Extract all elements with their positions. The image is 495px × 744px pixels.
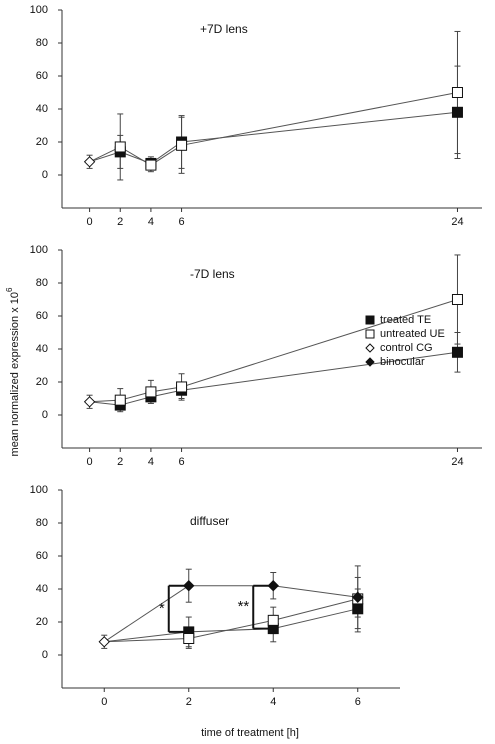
y-tick-label: 0 bbox=[42, 409, 48, 421]
x-tick-label: 4 bbox=[148, 456, 154, 468]
y-label-text: mean normalized expression x 10 bbox=[9, 292, 21, 456]
y-tick-label: 40 bbox=[36, 103, 48, 115]
y-tick-label: 20 bbox=[36, 376, 48, 388]
legend-marker bbox=[365, 357, 375, 367]
marker bbox=[176, 139, 188, 151]
significance-bracket bbox=[252, 584, 274, 630]
panel-title: diffuser bbox=[190, 514, 229, 528]
legend-label: treated TE bbox=[380, 314, 431, 326]
y-tick-label: 100 bbox=[30, 244, 48, 256]
x-tick-label: 24 bbox=[451, 456, 463, 468]
x-tick-label: 4 bbox=[148, 216, 154, 228]
y-tick-label: 20 bbox=[36, 136, 48, 148]
x-tick-label: 6 bbox=[178, 456, 184, 468]
x-tick-label: 4 bbox=[270, 696, 276, 708]
marker bbox=[83, 396, 96, 408]
marker bbox=[98, 636, 110, 648]
marker bbox=[267, 614, 279, 626]
y-tick-label: 60 bbox=[36, 550, 48, 562]
x-tick-label: 0 bbox=[87, 456, 93, 468]
marker bbox=[83, 156, 96, 168]
series-line bbox=[120, 351, 458, 406]
y-tick-label: 100 bbox=[30, 484, 48, 496]
legend-marker bbox=[365, 315, 375, 325]
marker bbox=[183, 633, 195, 644]
panel-title: +7D lens bbox=[200, 22, 248, 36]
series-line bbox=[120, 299, 458, 401]
x-tick-label: 0 bbox=[101, 696, 107, 708]
legend-label: control CG bbox=[380, 342, 433, 354]
y-tick-label: 40 bbox=[36, 583, 48, 595]
marker bbox=[352, 591, 364, 603]
marker bbox=[176, 381, 188, 393]
series-line bbox=[120, 111, 458, 165]
significance-label: * bbox=[159, 600, 165, 617]
x-axis-label: time of treatment [h] bbox=[201, 727, 299, 739]
x-tick-label: 2 bbox=[117, 456, 123, 468]
marker bbox=[114, 394, 126, 406]
y-tick-label: 20 bbox=[36, 616, 48, 628]
y-tick-label: 0 bbox=[42, 169, 48, 181]
panel-title: -7D lens bbox=[190, 267, 235, 281]
connector bbox=[104, 631, 189, 643]
marker bbox=[145, 159, 157, 171]
marker bbox=[352, 603, 364, 615]
marker bbox=[451, 87, 463, 98]
y-tick-label: 40 bbox=[36, 343, 48, 355]
y-tick-label: 80 bbox=[36, 517, 48, 529]
x-tick-label: 6 bbox=[178, 216, 184, 228]
y-tick-label: 60 bbox=[36, 70, 48, 82]
x-tick-label: 6 bbox=[355, 696, 361, 708]
y-tick-label: 100 bbox=[30, 4, 48, 16]
marker bbox=[451, 106, 463, 118]
marker bbox=[451, 294, 463, 305]
x-tick-label: 24 bbox=[451, 216, 463, 228]
marker bbox=[114, 141, 126, 153]
x-tick-label: 0 bbox=[87, 216, 93, 228]
legend-label: binocular bbox=[380, 356, 425, 368]
y-tick-label: 60 bbox=[36, 310, 48, 322]
y-tick-label: 80 bbox=[36, 277, 48, 289]
legend-label: untreated UE bbox=[380, 328, 445, 340]
series-line bbox=[119, 92, 458, 166]
significance-bracket bbox=[167, 584, 189, 633]
significance-label: ** bbox=[238, 598, 250, 615]
connector bbox=[104, 638, 189, 643]
x-tick-label: 2 bbox=[186, 696, 192, 708]
y-axis-label: mean normalized expression x 106 bbox=[5, 287, 21, 456]
y-label-superscript: 6 bbox=[5, 287, 14, 292]
y-tick-label: 80 bbox=[36, 37, 48, 49]
x-tick-label: 2 bbox=[117, 216, 123, 228]
connector bbox=[103, 585, 190, 643]
legend-marker bbox=[365, 343, 375, 353]
y-tick-label: 0 bbox=[42, 649, 48, 661]
legend-marker bbox=[365, 329, 375, 339]
marker bbox=[145, 386, 157, 398]
marker bbox=[451, 346, 463, 358]
